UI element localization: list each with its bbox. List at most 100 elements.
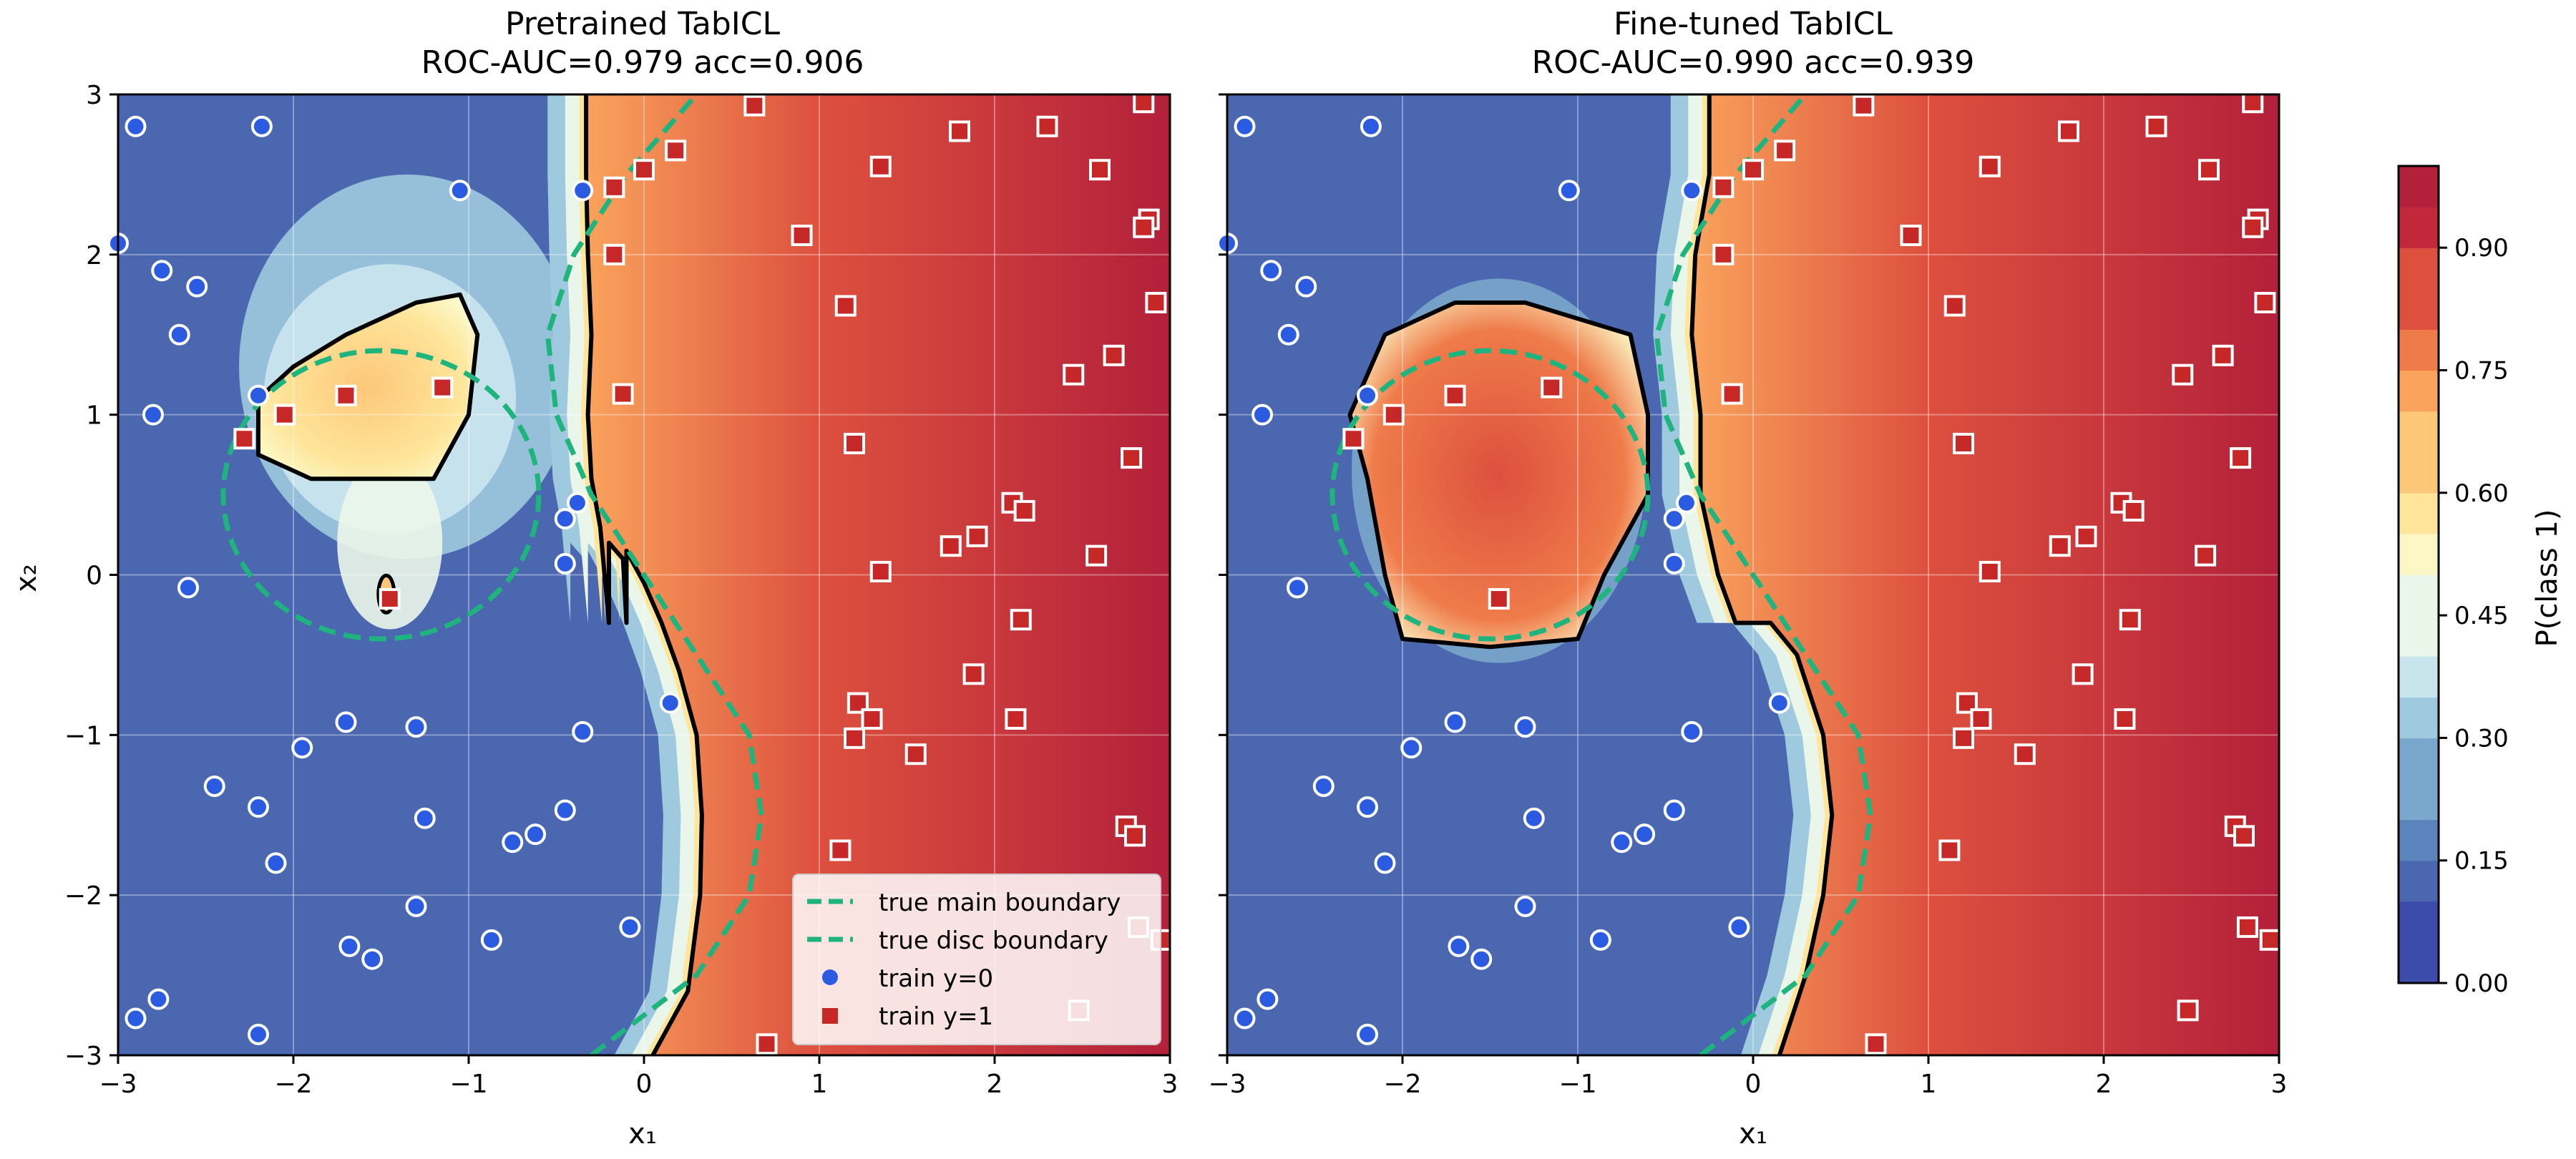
train-y1-point — [2254, 291, 2276, 313]
train-y0-point — [147, 988, 170, 1010]
train-y1-point — [1010, 609, 1032, 631]
left-plot-area: −3 −2 −1 0 1 2 3 −3 −2 −1 0 1 2 3 — [64, 81, 1179, 1099]
train-y1-point — [1089, 159, 1111, 181]
train-y1-point — [1953, 432, 1974, 454]
train-y0-point — [1360, 115, 1382, 137]
train-y1-point — [1953, 727, 1974, 749]
train-y1-point — [1342, 428, 1365, 450]
train-y0-point — [125, 1007, 147, 1030]
colorbar-tick-label: 0.00 — [2454, 969, 2509, 998]
colorbar: 0.00 0.15 0.30 0.45 0.60 0.75 0.90 — [2397, 165, 2509, 998]
right-x-axis-label: x₁ — [1739, 1118, 1767, 1150]
train-y0-point — [525, 823, 547, 846]
train-y0-point — [1357, 796, 1378, 818]
y-tick-label: 2 — [86, 241, 102, 270]
train-y1-point — [1900, 224, 1922, 246]
train-y1-point — [940, 535, 962, 557]
x-tick-label: 3 — [2271, 1070, 2288, 1099]
y-tick-label: −3 — [64, 1042, 102, 1071]
train-y0-point — [248, 384, 269, 406]
legend: true main boundary true disc boundary tr… — [792, 874, 1161, 1045]
train-y0-point — [1357, 1023, 1378, 1045]
train-y0-point — [291, 737, 313, 759]
train-y1-point — [1938, 839, 1961, 861]
train-y1-point — [869, 561, 892, 583]
colorbar-level — [2399, 166, 2439, 207]
train-y0-point — [566, 492, 588, 514]
train-y1-point — [2195, 544, 2217, 567]
x-tick-label: 3 — [1162, 1070, 1179, 1099]
train-y0-point — [1234, 115, 1256, 137]
colorbar-tick-label: 0.75 — [2454, 357, 2509, 386]
colorbar-level — [2399, 411, 2439, 453]
legend-train-y0-label: train y=0 — [879, 964, 993, 993]
colorbar-frame — [2397, 165, 2440, 984]
train-y0-point — [405, 895, 427, 917]
right-plot-area: −3 −2 −1 0 1 2 3 — [1208, 92, 2288, 1099]
true-disc-boundary — [220, 348, 542, 642]
train-y0-point — [1675, 492, 1697, 514]
colorbar-tick-label: 0.15 — [2454, 847, 2509, 876]
train-y0-point — [142, 404, 164, 426]
train-y1-point — [966, 525, 988, 547]
x-tick-label: 0 — [636, 1070, 653, 1099]
train-y1-point — [1133, 216, 1155, 238]
train-y0-point — [1728, 916, 1750, 938]
train-y1-point — [2198, 159, 2220, 181]
train-y1-point — [904, 743, 927, 766]
island-boundary-contour — [256, 292, 480, 481]
legend-train-y1-label: train y=1 — [879, 1002, 993, 1031]
train-y0-point — [248, 796, 269, 818]
train-y1-point — [1712, 176, 1735, 198]
x-tick-label: 2 — [987, 1070, 1003, 1099]
train-y0-point — [405, 716, 427, 738]
train-y0-point — [1663, 552, 1685, 574]
train-y0-point — [1634, 823, 1656, 846]
train-y1-point — [791, 224, 813, 246]
colorbar-label: P(class 1) — [2531, 509, 2564, 647]
class1-island — [258, 294, 478, 479]
train-y1-point — [2122, 499, 2145, 522]
train-y1-point — [844, 432, 865, 454]
colorbar-level — [2399, 492, 2439, 534]
x-tick-label: −1 — [1558, 1070, 1596, 1099]
train-y0-point — [248, 1023, 269, 1045]
train-y1-points — [1342, 92, 2281, 1055]
train-y0-point — [1257, 988, 1279, 1010]
y-tick-label: −1 — [64, 721, 102, 750]
colorbar-level — [2399, 942, 2439, 984]
train-y1-point — [743, 94, 766, 117]
train-y1-point — [612, 383, 634, 405]
colorbar-level — [2399, 738, 2439, 780]
train-y1-point — [2114, 708, 2136, 730]
train-y1-point — [2242, 216, 2264, 238]
train-y0-point — [619, 916, 641, 938]
left-y-axis-label: x₂ — [10, 564, 43, 592]
colorbar-tick-label: 0.45 — [2454, 602, 2509, 630]
train-y1-point — [1382, 404, 1405, 426]
train-y1-point — [1712, 243, 1735, 265]
train-y0-point — [203, 775, 225, 797]
colorbar-level — [2399, 248, 2439, 289]
true-main-boundary — [1654, 94, 1873, 1055]
train-y1-point — [2177, 999, 2199, 1022]
train-y0-point — [659, 692, 681, 714]
y-tick-label: −2 — [64, 881, 102, 911]
train-y0-points — [1216, 115, 1790, 1045]
colorbar-level — [2399, 697, 2439, 738]
left-panel-subtitle: ROC-AUC=0.979 acc=0.906 — [421, 44, 864, 81]
colorbar-level — [2399, 207, 2439, 248]
train-y1-point — [2242, 92, 2264, 114]
train-y0-point — [572, 720, 594, 743]
x-tick-label: 2 — [2096, 1070, 2112, 1099]
probability-surface — [1227, 94, 2279, 1055]
train-y1-point — [233, 428, 255, 450]
train-y1-point — [1943, 295, 1966, 317]
train-y1-point — [2075, 525, 2097, 547]
train-y0-point — [338, 935, 361, 957]
colorbar-level — [2399, 656, 2439, 698]
train-y1-point — [379, 588, 401, 610]
colorbar-level — [2399, 370, 2439, 412]
train-y1-point — [1979, 155, 2001, 177]
